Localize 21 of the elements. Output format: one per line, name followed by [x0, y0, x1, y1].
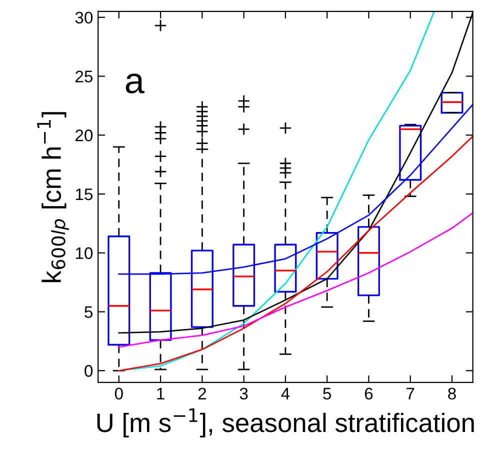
x-tick-label: 3: [240, 388, 248, 400]
x-tick-label: 4: [281, 388, 290, 400]
x-tick-label: 5: [323, 388, 332, 400]
x-tick-label: 6: [364, 388, 373, 400]
x-tick-label: 7: [406, 388, 414, 400]
y-tick-label: 15: [76, 188, 93, 200]
y-tick-label: 30: [75, 12, 93, 24]
y-tick-label: 10: [76, 247, 93, 260]
line-series: [118, 136, 473, 372]
x-tick-label: 8: [448, 388, 456, 400]
x-axis-title: U [m s$^{−1}$], seasonal stratification: [97, 408, 474, 438]
y-tick-label: 25: [76, 70, 93, 82]
y-tick-label: 0: [84, 365, 93, 377]
line-series: [118, 212, 473, 348]
x-tick-label: 2: [198, 388, 206, 400]
x-tick-label: 0: [114, 388, 123, 400]
x-tick-label: 1: [157, 388, 164, 400]
annotation: a: [126, 74, 144, 94]
y-tick-label: 20: [76, 130, 93, 142]
y-tick-label: 5: [84, 306, 93, 318]
y-axis-title: k$_{600lp}$ [cm h$^{−1}$]: [37, 112, 69, 282]
